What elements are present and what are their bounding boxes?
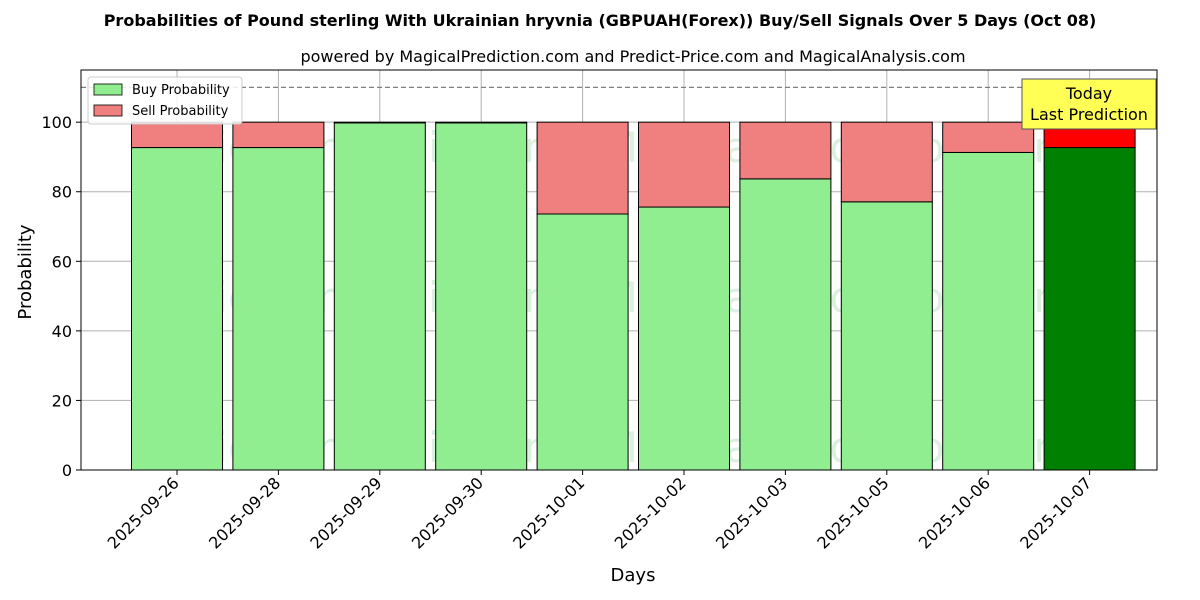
annotation-box bbox=[1021, 78, 1157, 130]
y-tick-label: 20 bbox=[52, 391, 72, 410]
buy-bar bbox=[536, 213, 629, 471]
buy-bar bbox=[333, 122, 426, 471]
x-tick-label: 2025-10-05 bbox=[813, 473, 892, 552]
sell-bar bbox=[232, 121, 325, 149]
x-tick-label: 2025-09-26 bbox=[104, 473, 183, 552]
buy-bar bbox=[232, 147, 325, 471]
legend-swatch bbox=[93, 83, 123, 96]
chart-title: Probabilities of Pound sterling With Ukr… bbox=[104, 11, 1097, 30]
plot-frame bbox=[80, 69, 1158, 471]
x-axis-label: Days bbox=[611, 565, 656, 586]
sell-bar bbox=[638, 121, 730, 208]
sell-bar bbox=[333, 121, 426, 124]
legend-swatch bbox=[93, 104, 123, 117]
buy-bar bbox=[739, 178, 832, 471]
y-tick-label: 40 bbox=[52, 322, 72, 341]
buy-bar bbox=[638, 206, 730, 471]
x-tick-label: 2025-10-06 bbox=[915, 473, 994, 552]
y-tick-label: 0 bbox=[62, 461, 72, 480]
buy-bar bbox=[942, 151, 1035, 471]
legend-label: Buy Probability bbox=[132, 83, 230, 98]
y-tick-label: 60 bbox=[52, 252, 72, 271]
x-tick-label: 2025-10-03 bbox=[712, 473, 791, 552]
buy-bar bbox=[840, 201, 933, 471]
y-tick-label: 80 bbox=[52, 183, 72, 202]
legend: Buy Probability Sell Probability bbox=[87, 76, 243, 125]
legend-box bbox=[87, 76, 243, 125]
x-tick-label: 2025-10-07 bbox=[1016, 473, 1095, 552]
legend-label: Sell Probability bbox=[132, 104, 229, 119]
x-tick-label: 2025-09-29 bbox=[306, 473, 385, 552]
chart-subtitle: powered by MagicalPrediction.com and Pre… bbox=[300, 47, 965, 66]
y-axis-label: Probability bbox=[15, 224, 36, 319]
sell-bar bbox=[131, 121, 223, 149]
x-tick-label: 2025-10-01 bbox=[509, 473, 588, 552]
today-annotation: Today Last Prediction bbox=[1021, 78, 1157, 130]
bars bbox=[131, 121, 1136, 471]
annotation-line2: Last Prediction bbox=[1030, 105, 1148, 124]
sell-bar bbox=[840, 121, 933, 203]
sell-bar bbox=[435, 121, 528, 124]
y-tick-label: 100 bbox=[41, 113, 72, 132]
sell-bar bbox=[536, 121, 629, 215]
x-tick-label: 2025-10-02 bbox=[611, 473, 690, 552]
x-tick-label: 2025-09-28 bbox=[205, 473, 284, 552]
sell-bar bbox=[739, 121, 832, 180]
buy-bar bbox=[1043, 147, 1136, 471]
buy-bar bbox=[435, 122, 528, 471]
x-tick-label: 2025-09-30 bbox=[408, 473, 487, 552]
annotation-line1: Today bbox=[1065, 84, 1112, 103]
buy-bar bbox=[131, 147, 223, 471]
sell-bar bbox=[942, 121, 1035, 153]
